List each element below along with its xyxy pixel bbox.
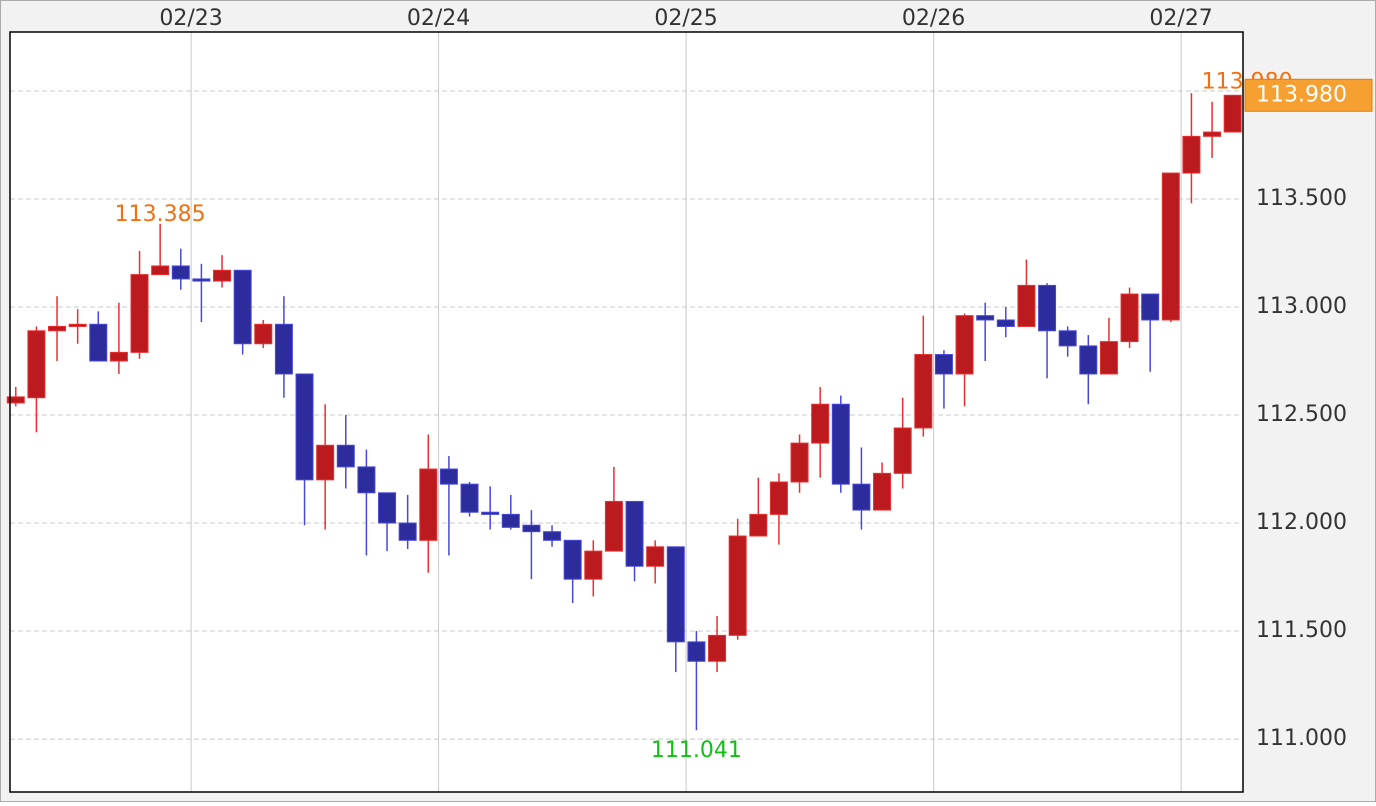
candle-body <box>1099 341 1118 375</box>
candle-body <box>501 513 520 528</box>
low-label: 111.041 <box>651 738 742 763</box>
candle-body <box>460 483 479 513</box>
candle-body <box>666 546 685 643</box>
candle-body <box>1017 284 1036 327</box>
high-label: 113.385 <box>115 202 206 227</box>
candle-body <box>1182 135 1201 174</box>
candle-body <box>1223 94 1242 133</box>
x-tick-label: 02/26 <box>902 6 965 31</box>
candle-body <box>171 265 190 280</box>
plot-layer: 113.385 111.041 <box>6 32 1243 792</box>
candle-body <box>439 468 458 485</box>
candle-body <box>295 373 314 481</box>
candle-body <box>749 513 768 537</box>
candle-body <box>914 354 933 429</box>
candle-body <box>378 492 397 524</box>
candle-body <box>336 444 355 468</box>
candle-body <box>6 396 25 404</box>
y-tick-label: 112.500 <box>1256 402 1347 427</box>
y-tick-label: 113.000 <box>1256 294 1347 319</box>
x-tick-label: 02/23 <box>159 6 222 31</box>
candle-body <box>522 524 541 533</box>
x-tick-label: 02/27 <box>1149 6 1212 31</box>
candle-body <box>48 325 67 332</box>
candle-body <box>1058 330 1077 347</box>
candle-body <box>316 444 335 481</box>
candle-body <box>213 269 232 282</box>
current-price-label: 113.980 <box>1256 82 1347 107</box>
candle-body <box>233 269 252 345</box>
candle-body <box>68 323 87 327</box>
candle-body <box>708 634 727 662</box>
candle-body <box>192 278 211 282</box>
candle-body <box>481 511 500 515</box>
x-tick-label: 02/24 <box>407 6 470 31</box>
candle-body <box>955 315 974 375</box>
candle-body <box>996 319 1015 327</box>
candle-body <box>873 472 892 511</box>
y-tick-label: 111.000 <box>1256 726 1347 751</box>
candle-body <box>1161 172 1180 321</box>
candle-body <box>254 323 273 345</box>
candle-body <box>934 354 953 375</box>
candle-body <box>89 323 108 362</box>
candle-body <box>625 500 644 567</box>
candle-body <box>151 265 170 276</box>
candle-body <box>852 483 871 511</box>
candle-body <box>563 539 582 580</box>
candle-body <box>27 330 46 399</box>
candle-body <box>357 466 376 494</box>
candle-body <box>1141 293 1160 321</box>
plot-border <box>9 31 1244 793</box>
candle-body <box>893 427 912 474</box>
candle-body <box>769 481 788 515</box>
candle-body <box>1038 284 1057 332</box>
candle-body <box>419 468 438 541</box>
candle-body <box>976 315 995 321</box>
candle-body <box>728 535 747 636</box>
current-price-box <box>1244 78 1373 112</box>
candle-body <box>790 442 809 483</box>
candle-body <box>604 500 623 552</box>
candle-body <box>811 403 830 444</box>
candle-body <box>1203 131 1222 137</box>
y-tick-label: 113.500 <box>1256 186 1347 211</box>
x-tick-label: 02/25 <box>654 6 717 31</box>
plot-area <box>10 32 1243 792</box>
candle-body <box>543 531 562 541</box>
candle-body <box>646 546 665 567</box>
candle-body <box>274 323 293 375</box>
candle-body <box>584 550 603 580</box>
candle-body <box>687 641 706 662</box>
y-tick-label: 111.500 <box>1256 618 1347 643</box>
candle-body <box>1079 345 1098 375</box>
candle-body <box>130 274 149 353</box>
candle-body <box>1120 293 1139 343</box>
candle-body <box>831 403 850 485</box>
y-tick-label: 112.000 <box>1256 510 1347 535</box>
candle-body <box>109 351 128 362</box>
candle-body <box>398 522 417 541</box>
